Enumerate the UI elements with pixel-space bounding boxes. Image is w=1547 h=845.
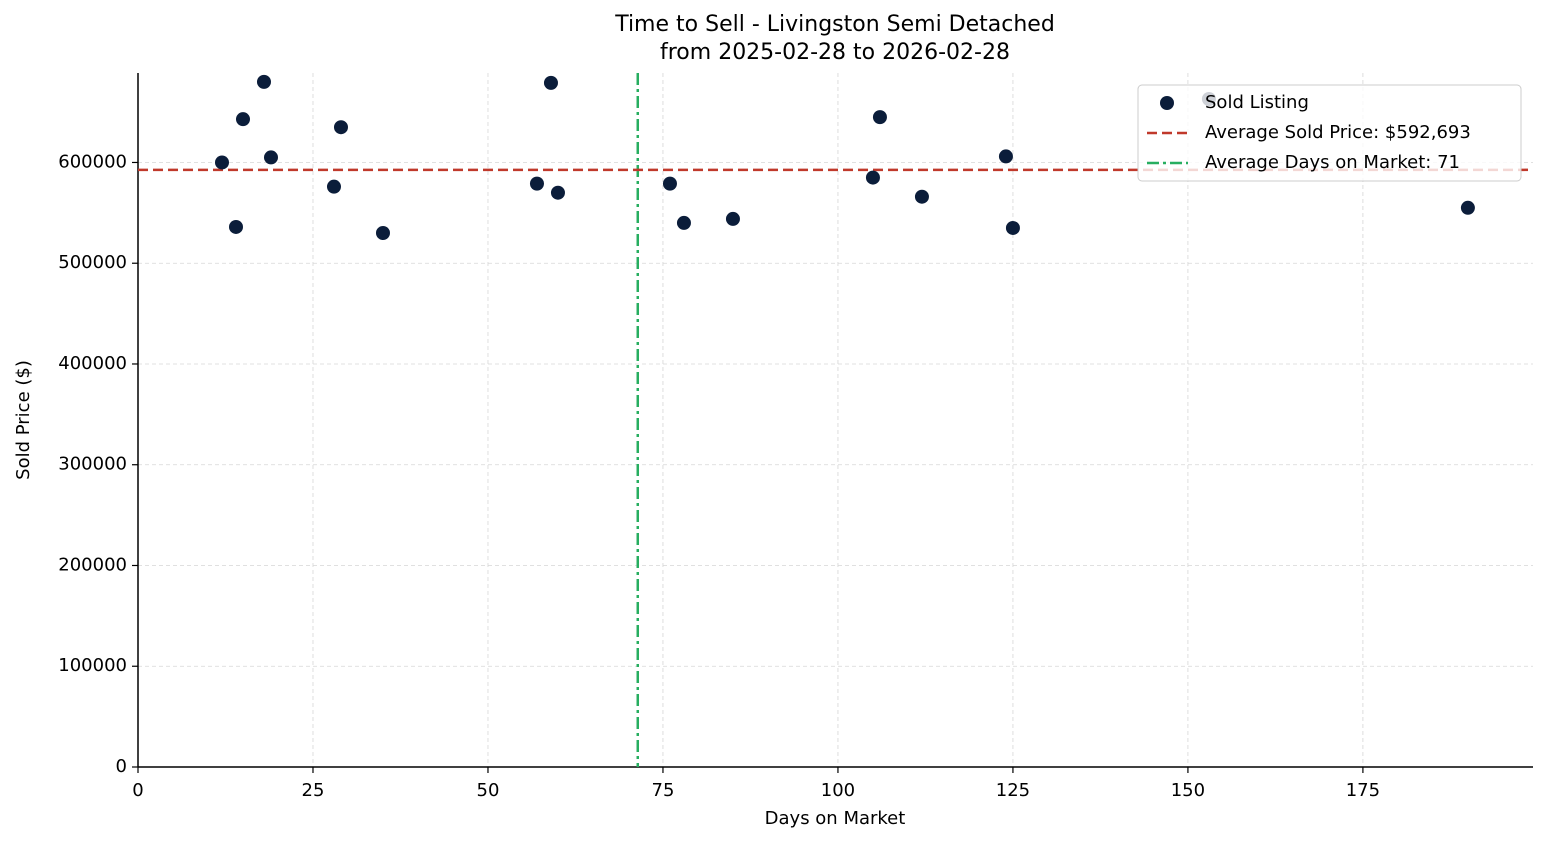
- x-tick-label: 50: [477, 780, 500, 801]
- point: [865, 170, 880, 185]
- x-tick-label: 125: [996, 780, 1030, 801]
- y-tick-label: 100000: [58, 655, 127, 676]
- point: [543, 75, 558, 90]
- y-tick-label: 500000: [58, 252, 127, 273]
- point: [375, 225, 390, 240]
- y-tick-label: 200000: [58, 554, 127, 575]
- x-tick-label: 0: [132, 780, 143, 801]
- legend-label: Average Sold Price: $592,693: [1205, 122, 1471, 143]
- point: [1460, 200, 1475, 215]
- chart-title: Time to Sell - Livingston Semi Detached: [614, 12, 1055, 37]
- point: [228, 219, 243, 234]
- point: [676, 215, 691, 230]
- legend: Sold Listing Average Sold Price: $592,693…: [1137, 84, 1522, 182]
- point: [263, 150, 278, 165]
- point: [256, 74, 271, 89]
- x-tick-label: 75: [652, 780, 675, 801]
- x-tick-label: 100: [821, 780, 855, 801]
- point: [529, 176, 544, 191]
- y-axis-label: Sold Price ($): [13, 360, 34, 480]
- legend-label: Sold Listing: [1205, 92, 1309, 113]
- x-tick-label: 25: [302, 780, 325, 801]
- point: [914, 189, 929, 204]
- x-axis-label: Days on Market: [765, 808, 906, 829]
- x-tick-label: 150: [1171, 780, 1205, 801]
- legend-box: [1137, 84, 1522, 182]
- point: [326, 179, 341, 194]
- point: [214, 155, 229, 170]
- point: [998, 149, 1013, 164]
- point: [235, 112, 250, 127]
- point: [550, 185, 565, 200]
- y-tick-label: 0: [116, 756, 127, 777]
- point: [662, 176, 677, 191]
- chart-subtitle: from 2025-02-28 to 2026-02-28: [660, 40, 1010, 65]
- point: [1005, 220, 1020, 235]
- legend-label: Average Days on Market: 71: [1205, 152, 1460, 173]
- x-tick-label: 175: [1346, 780, 1380, 801]
- point: [872, 110, 887, 125]
- legend-marker: [1160, 96, 1174, 110]
- point: [725, 211, 740, 226]
- y-tick-label: 600000: [58, 151, 127, 172]
- point: [333, 120, 348, 135]
- y-tick-label: 400000: [58, 353, 127, 374]
- y-tick-label: 300000: [58, 454, 127, 475]
